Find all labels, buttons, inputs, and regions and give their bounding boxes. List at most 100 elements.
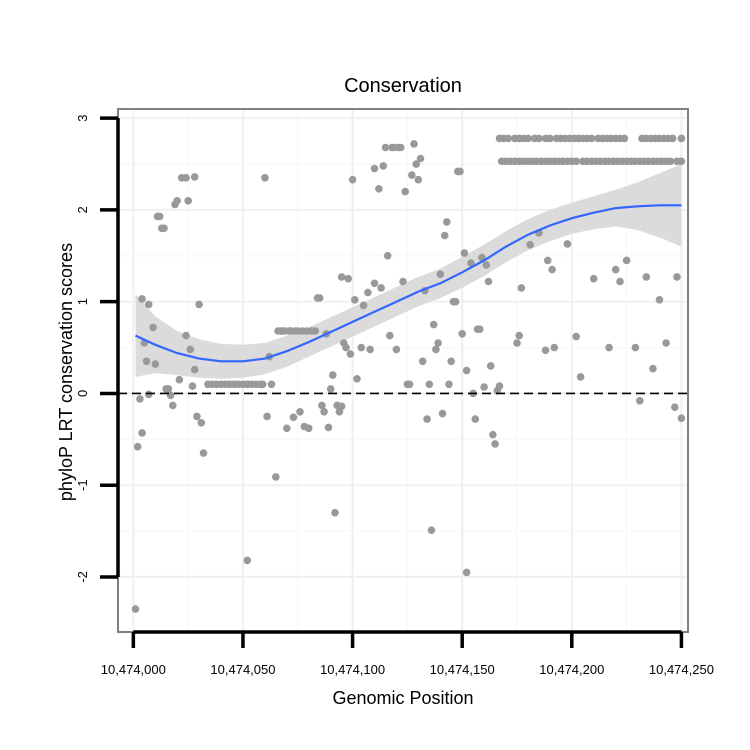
grid-lines [118, 109, 688, 632]
data-point [434, 339, 442, 347]
data-point [677, 134, 686, 143]
data-point [482, 261, 491, 269]
data-point [353, 375, 361, 383]
data-point [155, 212, 164, 221]
data-point [386, 331, 394, 340]
data-point [405, 380, 414, 389]
data-point [460, 249, 469, 257]
data-point [432, 345, 440, 354]
data-point [381, 143, 390, 152]
data-point [331, 508, 339, 517]
data-point [182, 174, 190, 182]
data-point [429, 320, 438, 329]
data-point [425, 380, 434, 389]
data-point [486, 362, 495, 370]
x-tick-label: 10,474,250 [649, 662, 714, 677]
data-point [401, 187, 410, 196]
y-tick-label: 0 [75, 390, 90, 397]
data-point [668, 134, 677, 143]
data-points [131, 134, 686, 613]
data-point [471, 415, 480, 423]
data-point [489, 430, 497, 439]
data-point [642, 273, 651, 281]
data-point [263, 412, 271, 421]
data-point [142, 357, 151, 366]
data-point [311, 327, 320, 335]
data-point [329, 371, 337, 379]
data-point [283, 424, 291, 433]
y-tick-label: 1 [75, 298, 90, 305]
data-point [412, 160, 421, 168]
y-axis-title: phyloP LRT conservation scores [56, 243, 76, 501]
data-point [186, 345, 195, 354]
data-point [436, 270, 445, 279]
data-point [375, 185, 383, 193]
chart-title: Conservation [344, 75, 462, 97]
data-point [173, 197, 181, 205]
y-tick-label: 3 [75, 115, 90, 122]
data-point [548, 265, 556, 274]
data-point [364, 288, 372, 297]
data-point [169, 401, 177, 410]
data-point [342, 343, 350, 352]
data-point [188, 382, 197, 390]
smooth-fit-line [135, 204, 682, 363]
x-axis-title: Genomic Position [332, 688, 473, 708]
data-point [318, 401, 326, 410]
data-point [491, 440, 499, 448]
data-point [563, 240, 572, 248]
data-point [267, 380, 276, 389]
data-point [261, 174, 269, 182]
data-point [631, 343, 640, 352]
confidence-band-group [135, 164, 682, 379]
data-point [517, 284, 526, 292]
data-point [515, 331, 523, 340]
data-point [320, 408, 328, 416]
data-point [136, 395, 144, 403]
data-point [383, 252, 392, 260]
y-tick-label: -2 [75, 571, 90, 583]
data-point [337, 402, 346, 411]
data-point [351, 296, 359, 304]
data-point [649, 364, 657, 373]
x-tick-label: 10,474,000 [101, 662, 166, 677]
x-tick-label: 10,474,050 [210, 662, 275, 677]
data-point [451, 297, 460, 306]
data-point [138, 295, 146, 303]
data-point [546, 134, 554, 143]
data-point [149, 323, 157, 332]
data-point [243, 556, 252, 565]
data-point [462, 568, 471, 577]
data-point [272, 473, 280, 481]
x-axis: 10,474,000 10,474,050 10,474,100 10,474,150… [101, 630, 714, 677]
data-point [399, 277, 407, 286]
data-point [337, 273, 346, 281]
data-point [671, 403, 679, 412]
data-point [572, 332, 580, 341]
data-point [164, 385, 173, 393]
data-point [410, 140, 418, 148]
data-point [144, 390, 153, 399]
data-point [616, 277, 624, 286]
data-point [379, 162, 388, 170]
data-point [443, 218, 451, 226]
data-point [344, 274, 353, 283]
data-point [144, 300, 153, 309]
data-point [160, 224, 168, 233]
data-point [572, 157, 580, 166]
data-point [447, 357, 456, 366]
data-point [315, 294, 324, 302]
data-point [370, 164, 379, 173]
data-point [605, 343, 613, 352]
data-point [504, 134, 512, 143]
data-point [258, 380, 267, 389]
y-axis: -2 -1 0 1 2 3 [75, 115, 120, 583]
data-point [370, 279, 379, 288]
data-point [440, 231, 449, 240]
confidence-band [135, 164, 682, 379]
data-point [543, 256, 552, 265]
smooth-fit-group [135, 204, 682, 363]
data-point [620, 134, 629, 143]
data-point [197, 419, 206, 427]
